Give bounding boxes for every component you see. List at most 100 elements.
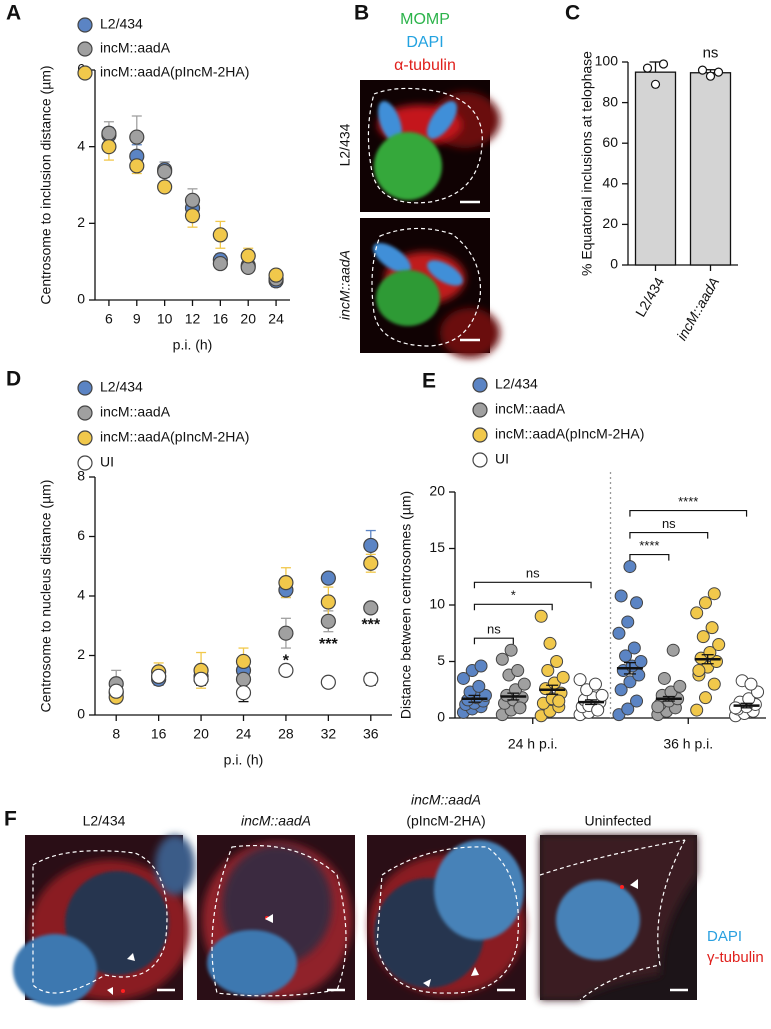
- data-point: [541, 664, 555, 678]
- x-tick-label: 24: [236, 726, 252, 742]
- annotation: ns: [703, 45, 719, 62]
- data-point: [707, 677, 721, 691]
- legend-label: incM::aadA: [100, 404, 171, 420]
- y-tick-label: 60: [602, 134, 618, 150]
- stain-label: MOMP: [400, 11, 450, 28]
- comparison-bracket: [629, 509, 748, 517]
- panel-label: E: [422, 370, 436, 393]
- y-tick-label: 4: [77, 137, 85, 153]
- legend-label: L2/434: [495, 376, 538, 392]
- data-point: [595, 688, 609, 702]
- data-point: [658, 59, 669, 69]
- data-point: [278, 575, 294, 591]
- data-point: [713, 67, 724, 77]
- x-tick-label: 32: [321, 726, 337, 742]
- data-point: [621, 702, 635, 716]
- comparison-bracket: [473, 637, 514, 645]
- x-tick-label: 24: [268, 311, 284, 327]
- comparison-bracket: [629, 553, 670, 561]
- data-point: [212, 227, 228, 243]
- data-point: [552, 694, 566, 708]
- y-axis-label: Centrosome to inclusion distance (µm): [38, 65, 54, 304]
- y-tick-label: 4: [77, 587, 85, 603]
- y-tick-label: 10: [429, 596, 445, 612]
- data-point: [692, 664, 706, 678]
- data-point: [666, 643, 680, 657]
- data-point: [101, 125, 117, 141]
- data-point: [474, 659, 488, 673]
- legend-marker: [472, 402, 488, 418]
- data-point: [504, 643, 518, 657]
- data-point: [129, 158, 145, 174]
- data-point: [320, 613, 336, 629]
- legend-label: incM::aadA: [100, 40, 171, 56]
- x-tick-label: 9: [133, 311, 141, 327]
- comparison-label: *: [511, 588, 516, 603]
- legend-marker: [77, 455, 93, 471]
- column-label: L2/434: [83, 813, 126, 829]
- comparison-bracket: [473, 581, 592, 589]
- data-point: [556, 670, 570, 684]
- legend-marker: [77, 17, 93, 33]
- x-tick-label: 24 h p.i.: [508, 736, 558, 752]
- data-point: [363, 671, 379, 687]
- y-axis-label: Centrosome to nucleus distance (µm): [38, 480, 54, 713]
- x-tick-label: 10: [157, 311, 173, 327]
- data-point: [642, 63, 653, 73]
- legend-marker: [77, 430, 93, 446]
- data-point: [623, 560, 637, 574]
- column-label: incM::aadA: [241, 813, 311, 829]
- data-point: [235, 653, 252, 670]
- data-point: [712, 638, 726, 652]
- stain-label: DAPI: [707, 928, 742, 945]
- comparison-bracket: [473, 603, 553, 611]
- data-point: [650, 79, 661, 89]
- x-tick-label: 16: [213, 311, 229, 327]
- legend-label: incM::aadA(pIncM-2HA): [100, 429, 249, 445]
- micrograph: [13, 835, 195, 1006]
- data-point: [363, 555, 379, 571]
- y-tick-label: 80: [602, 93, 618, 109]
- y-tick-label: 40: [602, 175, 618, 191]
- data-point: [619, 649, 633, 663]
- y-axis-label: Distance between centrosomes (µm): [398, 491, 414, 719]
- data-point: [588, 677, 602, 691]
- comparison-label: ****: [639, 538, 659, 553]
- y-tick-label: 5: [437, 652, 445, 668]
- micrograph: [539, 835, 697, 1001]
- data-point: [534, 609, 548, 623]
- data-point: [690, 606, 704, 620]
- data-point: [573, 673, 587, 687]
- x-tick-label: 20: [193, 726, 209, 742]
- data-point: [212, 255, 228, 272]
- y-tick-label: 0: [77, 291, 85, 307]
- comparison-label: ns: [487, 622, 501, 637]
- x-tick-label: 16: [151, 726, 167, 742]
- y-tick-label: 8: [77, 468, 85, 484]
- legend-marker: [472, 377, 488, 393]
- legend-marker: [77, 41, 93, 57]
- data-point: [268, 267, 284, 283]
- column-label: (pIncM-2HA): [406, 813, 485, 829]
- stain-label: α-tubulin: [394, 57, 456, 74]
- data-point: [630, 694, 644, 708]
- data-point: [698, 691, 712, 705]
- x-tick-label: 28: [278, 726, 294, 742]
- data-point: [157, 163, 173, 180]
- y-tick-label: 20: [429, 483, 445, 499]
- data-point: [363, 600, 379, 616]
- stain-label: DAPI: [406, 34, 443, 51]
- data-point: [705, 621, 719, 635]
- x-tick-label: 20: [240, 311, 256, 327]
- data-point: [614, 683, 628, 697]
- data-point: [511, 664, 525, 678]
- data-point: [101, 139, 117, 155]
- y-tick-label: 20: [602, 215, 618, 231]
- significance: *: [283, 652, 290, 669]
- x-tick-label: L2/434: [632, 274, 667, 319]
- data-point: [320, 674, 336, 690]
- legend-label: UI: [495, 451, 509, 467]
- x-tick-label: 36 h p.i.: [663, 736, 713, 752]
- data-point: [320, 594, 336, 610]
- data-point: [278, 625, 294, 641]
